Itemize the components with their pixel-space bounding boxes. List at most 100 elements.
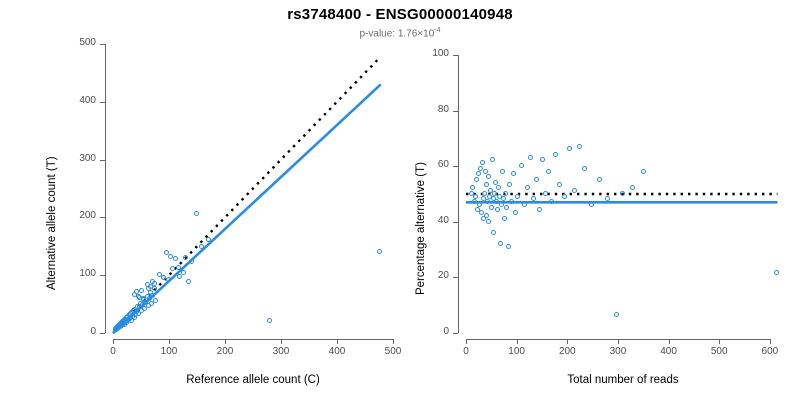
data-point xyxy=(581,165,587,171)
data-point xyxy=(576,143,582,149)
y-tick-label: 60 xyxy=(437,159,449,171)
data-point xyxy=(141,296,147,302)
data-point xyxy=(142,305,148,311)
data-point xyxy=(151,286,157,292)
x-tick xyxy=(668,339,670,344)
data-point xyxy=(561,193,567,199)
data-point xyxy=(613,311,619,317)
x-tick-label: 600 xyxy=(761,346,779,357)
data-point xyxy=(185,278,191,284)
data-point xyxy=(496,185,502,191)
data-point xyxy=(571,188,577,194)
figure-title: rs3748400 - ENSG00000140948 xyxy=(287,6,513,23)
data-point xyxy=(509,199,515,205)
y-tick-label: 0 xyxy=(90,326,96,337)
data-point xyxy=(505,243,511,249)
y-tick xyxy=(100,275,105,277)
data-point xyxy=(604,196,610,202)
y-tick-label: 20 xyxy=(437,270,449,282)
y-axis-line xyxy=(105,44,106,333)
data-point xyxy=(486,174,492,180)
x-tick xyxy=(393,339,394,344)
data-point xyxy=(497,193,503,199)
x-tick xyxy=(516,339,518,344)
x-tick xyxy=(617,339,619,344)
data-point xyxy=(484,182,490,188)
y-tick-label: 400 xyxy=(79,94,96,106)
data-point xyxy=(542,190,548,196)
data-point xyxy=(513,210,519,216)
data-point xyxy=(483,213,489,219)
data-point xyxy=(482,190,488,196)
data-point xyxy=(774,270,780,276)
data-point xyxy=(181,269,187,275)
data-point xyxy=(149,300,154,306)
y-tick xyxy=(100,44,105,45)
data-point xyxy=(487,193,493,199)
data-point xyxy=(495,207,501,213)
data-point xyxy=(156,272,162,277)
left-plot-area xyxy=(112,44,393,334)
y-tick-label: 300 xyxy=(79,152,96,164)
data-point xyxy=(175,265,181,271)
data-point xyxy=(490,229,496,235)
x-tick xyxy=(769,339,771,344)
x-tick xyxy=(281,339,282,344)
data-point xyxy=(619,190,625,196)
y-tick-label: 100 xyxy=(432,48,449,59)
data-point xyxy=(483,168,489,174)
data-point xyxy=(491,196,497,202)
data-point xyxy=(536,207,542,213)
y-tick xyxy=(100,101,105,103)
x-tick xyxy=(567,339,569,344)
data-point xyxy=(150,292,156,298)
data-point xyxy=(499,201,505,207)
data-point xyxy=(193,211,199,217)
data-point xyxy=(480,160,486,166)
data-point xyxy=(476,201,482,207)
y-tick-label: 500 xyxy=(79,37,96,48)
data-point xyxy=(524,185,530,191)
data-point xyxy=(477,165,483,171)
data-point xyxy=(500,168,506,174)
data-point xyxy=(485,199,491,205)
y-tick-label: 0 xyxy=(443,326,449,337)
data-point xyxy=(492,190,498,196)
pvalue-exponent: -4 xyxy=(434,27,441,34)
data-point xyxy=(548,199,554,205)
data-point xyxy=(589,201,595,207)
y-tick xyxy=(453,221,458,223)
data-point xyxy=(266,318,272,324)
data-point xyxy=(490,157,496,163)
data-point xyxy=(177,274,182,280)
trend-lines xyxy=(112,55,382,334)
y-tick xyxy=(453,55,458,56)
y-tick-label: 80 xyxy=(437,103,449,115)
y-tick-label: 200 xyxy=(79,210,96,222)
y-tick-label: 40 xyxy=(437,214,449,226)
x-tick xyxy=(466,339,467,344)
data-point xyxy=(479,210,484,216)
y-tick xyxy=(100,217,105,219)
data-point xyxy=(489,204,495,210)
data-point xyxy=(511,171,517,177)
x-tick-label: 300 xyxy=(609,346,627,357)
data-point xyxy=(552,151,558,157)
data-point xyxy=(480,215,486,221)
x-tick-label: 200 xyxy=(216,346,234,357)
y-tick xyxy=(453,277,458,279)
y-tick xyxy=(100,333,105,334)
data-point xyxy=(199,244,205,250)
data-point xyxy=(163,250,169,256)
y-tick xyxy=(453,110,458,112)
right-plot-area xyxy=(466,55,780,333)
data-point xyxy=(172,255,178,261)
pvalue-text: p-value: 1.76×10 xyxy=(359,28,435,40)
data-point xyxy=(474,207,480,213)
x-tick-label: 300 xyxy=(272,346,290,357)
data-point xyxy=(641,168,647,174)
data-point xyxy=(530,196,536,202)
data-point xyxy=(153,298,159,303)
data-point xyxy=(501,196,507,202)
